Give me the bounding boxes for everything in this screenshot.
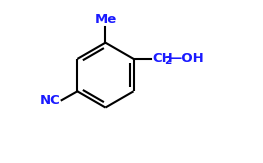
Text: Me: Me [94,13,117,26]
Text: CH: CH [152,52,173,65]
Text: NC: NC [40,94,61,107]
Text: —OH: —OH [168,52,204,65]
Text: 2: 2 [164,56,171,66]
